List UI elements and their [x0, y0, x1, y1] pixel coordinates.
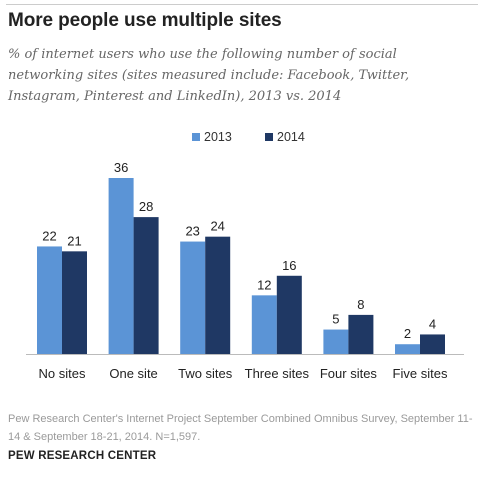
bar-2013-three-sites	[251, 295, 277, 354]
bar-2014-three-sites	[276, 275, 302, 354]
category-label-three-sites: Three sites	[245, 366, 310, 381]
chart-title: More people use multiple sites	[8, 10, 282, 31]
data-label-2014-five-sites: 4	[429, 316, 436, 331]
data-label-2013-no-sites: 22	[42, 228, 56, 243]
category-label-one-site: One site	[109, 366, 157, 381]
data-label-2013-three-sites: 12	[257, 277, 271, 292]
legend-item-2013: 2013	[192, 130, 232, 144]
legend-label-2014: 2014	[277, 130, 305, 144]
data-label-2013-four-sites: 5	[332, 312, 339, 327]
legend-swatch-2013	[192, 133, 200, 141]
data-label-2014-no-sites: 21	[67, 233, 81, 248]
top-divider	[6, 4, 478, 5]
bar-2013-two-sites	[180, 241, 206, 354]
source-note: Pew Research Center's Internet Project S…	[8, 413, 473, 443]
category-label-no-sites: No sites	[39, 366, 86, 381]
data-label-2014-two-sites: 24	[210, 219, 224, 234]
chart-card: More people use multiple sites % of inte…	[6, 4, 478, 482]
bar-2013-no-sites	[37, 246, 62, 354]
bar-2013-four-sites	[323, 329, 349, 354]
legend-swatch-2014	[265, 133, 273, 141]
chart-subtitle: % of internet users who use the followin…	[8, 47, 410, 104]
bar-2014-no-sites	[62, 251, 87, 354]
bar-2014-four-sites	[348, 314, 374, 354]
bar-2014-one-site	[133, 217, 159, 354]
category-label-four-sites: Four sites	[320, 366, 378, 381]
data-label-2014-four-sites: 8	[357, 297, 364, 312]
data-label-2014-three-sites: 16	[282, 258, 296, 273]
bar-2013-one-site	[108, 178, 134, 354]
data-label-2013-two-sites: 23	[185, 224, 199, 239]
data-label-2013-one-site: 36	[114, 160, 128, 175]
legend-label-2013: 2013	[204, 130, 232, 144]
legend-item-2014: 2014	[265, 130, 305, 144]
bar-2013-five-sites	[395, 344, 420, 354]
brand-label: PEW RESEARCH CENTER	[8, 450, 157, 462]
category-label-two-sites: Two sites	[178, 366, 233, 381]
data-label-2013-five-sites: 2	[404, 326, 411, 341]
bar-2014-five-sites	[420, 334, 445, 354]
category-label-five-sites: Five sites	[393, 366, 448, 381]
bar-2014-two-sites	[205, 236, 231, 354]
data-label-2014-one-site: 28	[139, 199, 153, 214]
